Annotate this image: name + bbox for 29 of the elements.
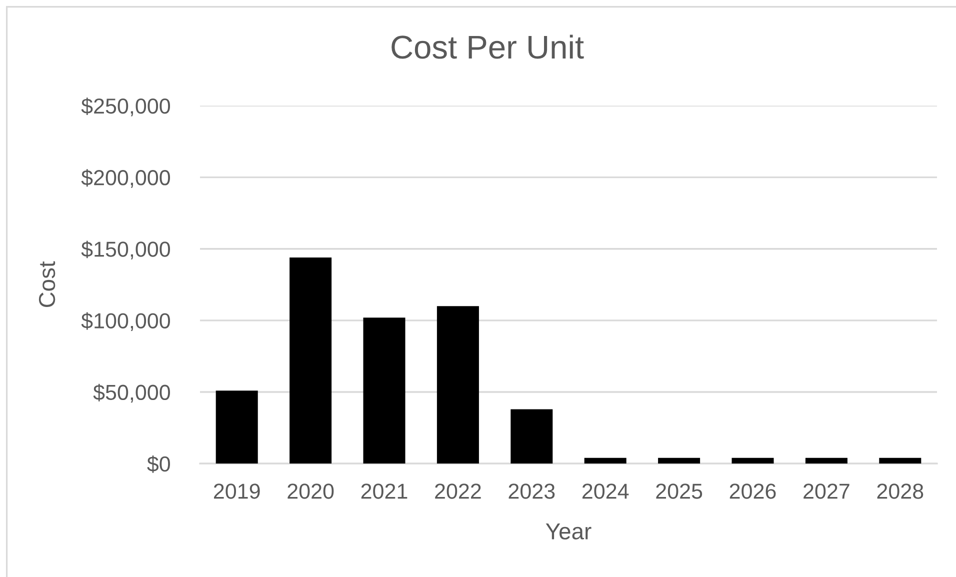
- y-axis-title: Cost: [38, 261, 56, 308]
- x-tick-label: 2020: [288, 484, 334, 499]
- chart-title: Cost Per Unit: [392, 34, 584, 59]
- bar: [216, 390, 258, 464]
- x-tick-label: 2022: [435, 484, 481, 499]
- bar: [879, 458, 922, 464]
- x-axis-title: Year: [546, 523, 592, 540]
- y-tick-label: $50,000: [93, 384, 170, 403]
- y-tick-label: $200,000: [81, 169, 170, 188]
- bar: [436, 306, 479, 464]
- bar: [732, 458, 774, 464]
- bar: [805, 458, 848, 464]
- x-tick-label: 2021: [361, 484, 408, 499]
- x-tick-label: 2025: [656, 484, 702, 499]
- x-tick-label: 2024: [582, 484, 629, 499]
- y-tick-label: $100,000: [81, 312, 170, 331]
- y-tick-label: $150,000: [81, 240, 170, 260]
- bar: [584, 458, 626, 464]
- y-tick-label: $250,000: [81, 98, 170, 116]
- bar: [363, 318, 406, 464]
- x-tick-label: 2026: [730, 484, 776, 499]
- y-tick-label: $0: [147, 455, 170, 473]
- bar: [290, 257, 332, 464]
- x-tick-label: 2023: [508, 484, 555, 499]
- x-tick-label: 2028: [877, 484, 924, 499]
- bar: [510, 409, 553, 464]
- bar: [658, 458, 700, 464]
- x-tick-label: 2027: [804, 484, 850, 499]
- x-tick-label: 2019: [214, 484, 260, 499]
